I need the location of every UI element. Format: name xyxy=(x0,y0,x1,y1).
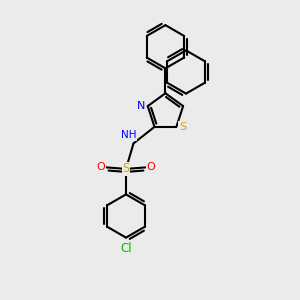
Text: O: O xyxy=(97,162,106,172)
Text: Cl: Cl xyxy=(120,242,132,255)
Text: S: S xyxy=(122,162,130,176)
Text: S: S xyxy=(179,122,186,132)
Text: NH: NH xyxy=(121,130,137,140)
Text: N: N xyxy=(137,101,145,111)
Text: O: O xyxy=(146,162,155,172)
